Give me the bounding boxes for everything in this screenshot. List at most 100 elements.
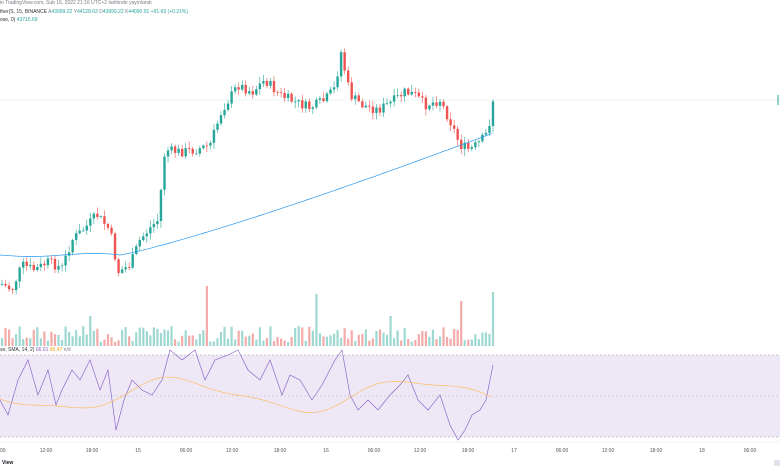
candle-body [177, 148, 180, 153]
volume-bar [78, 336, 81, 346]
candle-body [467, 142, 470, 149]
volume-bar [403, 328, 406, 346]
volume-bar [265, 338, 269, 346]
candle-body [350, 82, 353, 100]
candle-body [117, 259, 120, 273]
volume-bar [184, 330, 187, 346]
candle-body [57, 265, 60, 270]
candle-body [481, 134, 484, 142]
candle-body [4, 284, 7, 286]
volume-bar [435, 339, 438, 346]
volume-bar [255, 339, 258, 346]
candle-body [202, 145, 205, 149]
candle-body [11, 289, 14, 291]
candle-body [209, 142, 212, 146]
candle-body [251, 91, 254, 95]
volume-bar [442, 327, 445, 346]
candle-body [92, 213, 96, 219]
candle-body [336, 76, 339, 88]
volume-bar [336, 330, 339, 346]
volume-bar [269, 326, 272, 346]
candle-body [173, 146, 177, 153]
volume-bar [290, 337, 293, 346]
candle-body [460, 139, 463, 149]
volume-bar [46, 340, 50, 346]
volume-bar [392, 338, 396, 346]
candle-body [29, 264, 32, 267]
candle-body [456, 128, 459, 140]
volume-bar [166, 330, 170, 346]
volume-bar [343, 328, 346, 346]
volume-bar [85, 334, 88, 346]
volume-bar [181, 335, 184, 346]
candle-body [322, 98, 325, 102]
candle-body [255, 89, 258, 95]
volume-bar [142, 327, 145, 346]
candle-body [152, 224, 156, 228]
candle-body [74, 233, 78, 240]
high-label: Y [73, 9, 77, 15]
time-tick-label: 12:00 [226, 448, 239, 454]
candle-body [64, 255, 67, 266]
candle-body [226, 103, 230, 110]
volume-bar [110, 337, 113, 346]
published-line: in TradingView.com, Sub 16, 2022 21:16 U… [0, 0, 152, 6]
volume-bar [400, 340, 403, 346]
candle-body [18, 267, 21, 282]
volume-bar [332, 333, 336, 346]
volume-bar [173, 339, 177, 346]
candle-body [407, 88, 410, 95]
volume-bar [272, 341, 276, 346]
candle-body [484, 132, 488, 135]
volume-bar [287, 341, 290, 346]
volume-bar [60, 339, 64, 346]
candle-body [25, 261, 28, 267]
volume-bar [159, 333, 163, 346]
ma-label: ose, 0) [0, 17, 16, 23]
volume-bar [234, 339, 237, 346]
volume-bar [481, 332, 484, 346]
volume-bar [467, 339, 470, 346]
candle-body [364, 105, 368, 108]
candle-body [198, 148, 202, 154]
volume-bar [36, 327, 39, 346]
candle-body [329, 89, 332, 94]
volume-bar [315, 294, 318, 346]
candle-body [110, 227, 113, 234]
volume-bar [18, 326, 21, 346]
candle-body [120, 269, 124, 273]
candle-body [297, 100, 300, 102]
candle-body [46, 258, 50, 266]
volume-bar [7, 329, 11, 346]
low-label: D [99, 9, 103, 15]
volume-bar [308, 326, 311, 346]
watermark-text: View [2, 460, 14, 466]
volume-bar [350, 330, 353, 346]
volume-bar [191, 335, 194, 346]
candle-body [293, 101, 297, 103]
candle-body [53, 258, 57, 270]
time-tick-label: 06:00 [556, 448, 569, 454]
volume-bar [212, 341, 216, 346]
candle-body [332, 87, 336, 90]
volume-bar [276, 337, 279, 346]
volume-bar [205, 286, 208, 346]
time-tick-label: 00 [0, 448, 6, 454]
candle-body [286, 93, 290, 99]
volume-bar [99, 341, 103, 346]
candle-body [113, 233, 117, 260]
volume-bar [241, 330, 244, 346]
volume-bar [15, 334, 18, 346]
volume-bar [163, 329, 166, 346]
volume-bar [311, 330, 314, 346]
volume-bar [202, 330, 205, 346]
candle-body [170, 146, 173, 151]
volume-bar [421, 330, 424, 346]
volume-bar [32, 329, 35, 346]
candle-body [371, 106, 375, 114]
candle-body [269, 80, 272, 86]
volume-bar [424, 331, 427, 346]
candle-body [445, 106, 449, 120]
